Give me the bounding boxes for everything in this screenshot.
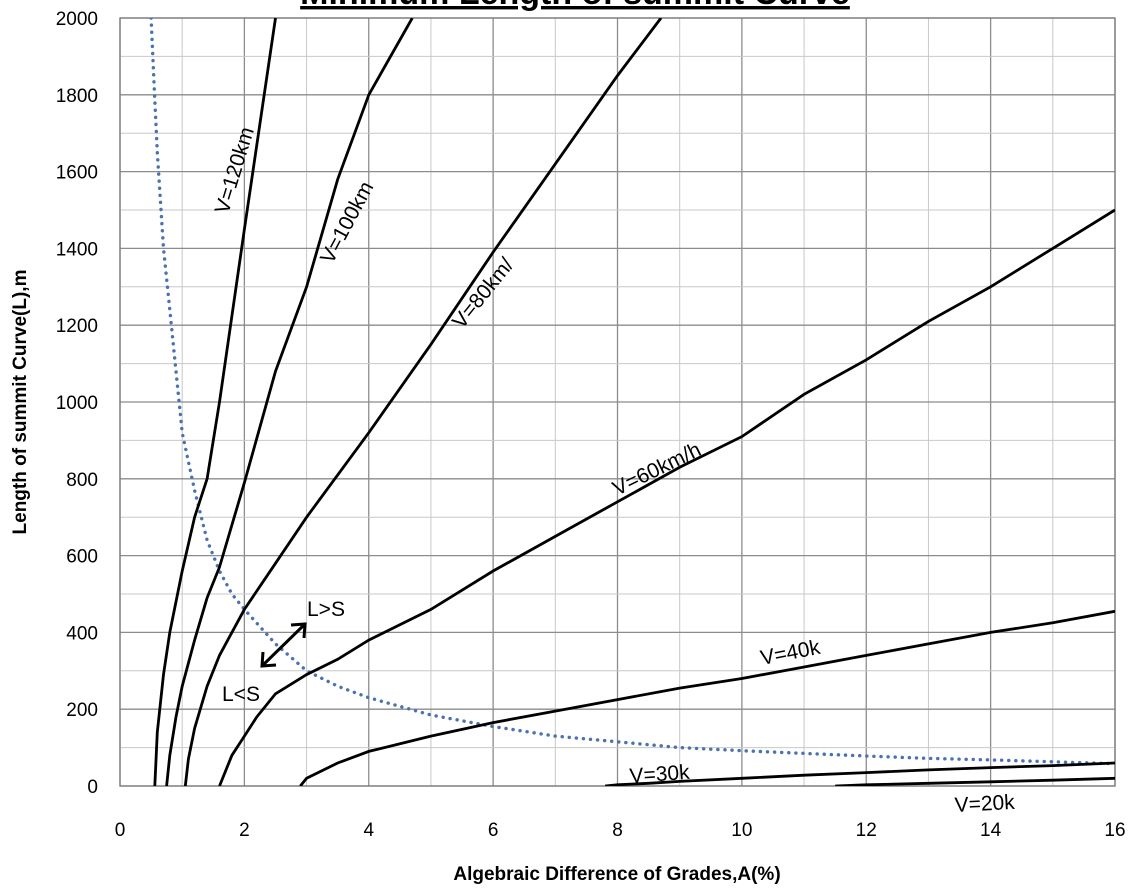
x-tick-label: 0	[115, 820, 126, 841]
x-tick-label: 10	[731, 820, 752, 841]
series-label-5: V=30k	[629, 761, 691, 788]
x-tick-label: 6	[488, 820, 499, 841]
y-tick-label: 600	[66, 547, 98, 568]
y-tick-label: 1000	[56, 393, 98, 414]
x-tick-label: 4	[363, 820, 374, 841]
labels-layer: V=120kmV=100kmV=80km/V=60km/hV=40kV=30kV…	[211, 124, 1016, 817]
arrow-head-up	[290, 622, 307, 639]
x-tick-label: 14	[980, 820, 1002, 841]
x-tick-label: 16	[1104, 820, 1125, 841]
y-tick-label: 800	[66, 470, 98, 491]
y-axis-title: Length of summit Curve(L),m	[10, 270, 31, 535]
series-line-5	[604, 761, 1115, 786]
series-line-3	[218, 208, 1115, 786]
series-line-1	[165, 18, 414, 786]
y-tick-label: 2000	[56, 9, 98, 30]
grid: 0 2 4 6 8 10 12 14 16 0 200 400 600 800 1000 1200 1400 16…	[56, 9, 1126, 841]
boundary-curve-dotted	[149, 18, 1115, 766]
y-tick-label: 1200	[56, 316, 98, 337]
double-arrow-shaft	[260, 622, 307, 668]
y-tick-label: 1400	[56, 239, 98, 260]
annotation-l-less-s: L<S	[222, 683, 260, 706]
y-tick-label: 1600	[56, 163, 98, 184]
y-tick-label: 200	[66, 700, 98, 721]
x-tick-label: 2	[239, 820, 250, 841]
series-line-4	[299, 609, 1115, 786]
x-tick-label: 8	[612, 820, 623, 841]
x-tick-label: 12	[856, 820, 877, 841]
series-label-3: V=60km/h	[609, 438, 705, 500]
y-tick-label: 0	[87, 777, 98, 798]
y-tick-label: 1800	[56, 86, 98, 107]
arrow-head-down	[260, 651, 277, 668]
annotation-l-greater-s: L>S	[307, 598, 345, 621]
y-tick-label: 400	[66, 623, 98, 644]
series-label-6: V=20k	[954, 791, 1016, 817]
series-line-2	[183, 18, 663, 786]
series-line-6	[835, 776, 1115, 786]
series-line-0	[153, 18, 277, 786]
series-layer	[149, 18, 1115, 786]
chart-title: Minimum Length of summit Curve	[300, 0, 850, 12]
x-axis-title: Algebraic Difference of Grades,A(%)	[453, 864, 780, 885]
